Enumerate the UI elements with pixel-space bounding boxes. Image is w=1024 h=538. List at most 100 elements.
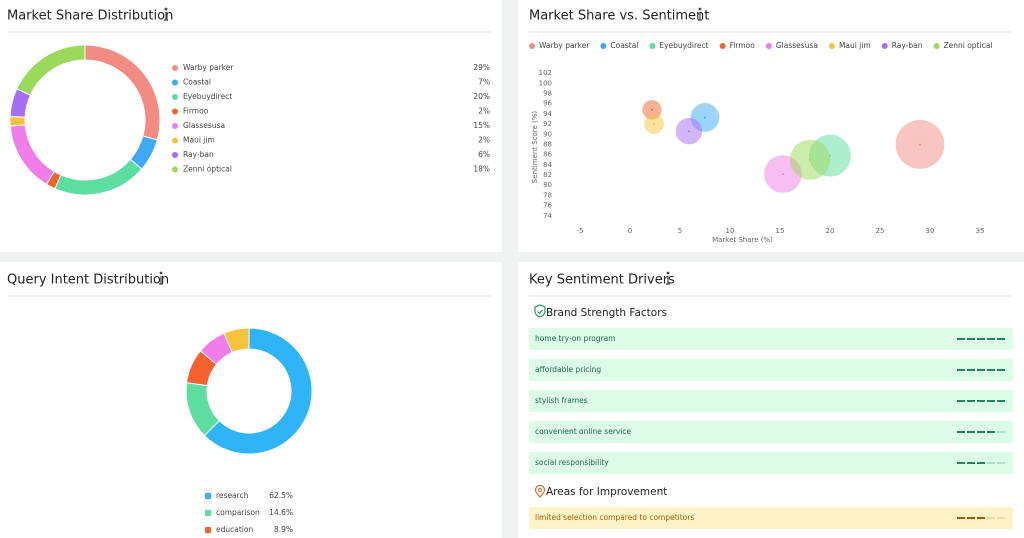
pin-icon [534, 484, 546, 498]
x-tick-label: -5 [577, 227, 584, 235]
legend-swatch [205, 510, 211, 516]
x-tick-label: 10 [726, 227, 735, 235]
y-tick-label: 98 [543, 89, 552, 97]
legend-label: Glassesusa [183, 121, 225, 130]
x-tick-label: 25 [876, 227, 885, 235]
y-tick-label: 92 [543, 120, 552, 128]
legend-label: Coastal [610, 41, 638, 50]
x-tick-label: 5 [678, 227, 682, 235]
y-tick-label: 100 [539, 79, 552, 87]
legend-swatch [205, 527, 211, 533]
y-tick-label: 82 [543, 171, 552, 179]
donut-segment [9, 115, 26, 127]
legend-label: Zenni optical [183, 165, 232, 174]
section-title: Brand Strength Factors [546, 307, 667, 319]
y-tick-label: 78 [543, 191, 552, 199]
bubble-center [653, 123, 655, 126]
legend-value: 18% [473, 165, 490, 174]
legend-swatch [172, 123, 178, 129]
y-tick-label: 90 [543, 130, 552, 138]
driver-row [529, 507, 1013, 529]
driver-label: social responsibility [535, 458, 609, 467]
section-title: Areas for Improvement [546, 486, 667, 498]
legend-swatch [172, 166, 178, 173]
y-tick-label: 96 [543, 100, 552, 108]
panel [0, 0, 502, 252]
y-tick-label: 94 [543, 110, 552, 118]
y-tick-label: 86 [543, 151, 552, 159]
legend-label: Eyebuydirect [183, 92, 232, 101]
donut-segment [223, 327, 250, 354]
y-tick-label: 102 [539, 69, 552, 77]
legend-swatch [881, 43, 888, 49]
legend-label: Firmoo [183, 107, 209, 116]
bubble-center [704, 116, 706, 119]
legend-label: research [216, 491, 249, 500]
legend-swatch [828, 43, 835, 49]
pin-icon [538, 488, 542, 492]
donut-segment [16, 44, 86, 96]
legend-label: Ray-ban [183, 150, 214, 159]
driver-row [529, 452, 1013, 474]
legend-swatch [205, 493, 211, 499]
donut-segment [203, 327, 313, 455]
legend-value: 8.9% [274, 525, 293, 534]
legend-label: Warby parker [539, 41, 590, 50]
y-tick-label: 76 [543, 202, 552, 210]
info-icons [159, 7, 702, 285]
bubble-center [782, 173, 784, 176]
x-axis-title: Market Share (%) [712, 236, 773, 244]
legend-label: Warby parker [183, 63, 234, 72]
driver-label: affordable pricing [535, 365, 601, 374]
driver-row [529, 359, 1013, 381]
driver-row [529, 390, 1013, 412]
panel-title: Market Share vs. Sentiment [529, 9, 709, 24]
legend-value: 14.6% [269, 508, 293, 517]
bubble-center [651, 108, 653, 111]
driver-label: stylish frames [535, 396, 588, 405]
x-tick-label: 30 [926, 227, 935, 235]
bubble-center [688, 130, 690, 133]
driver-label: convenient online service [535, 427, 632, 436]
legend-swatch [172, 65, 178, 71]
legend-label: Glassesusa [776, 41, 818, 50]
legend-label: Eyebuydirect [659, 41, 708, 50]
legend-swatch [600, 43, 607, 49]
panel-title: Market Share Distribution [7, 9, 173, 24]
legend-value: 15% [473, 121, 490, 130]
legend-label: comparison [216, 508, 260, 517]
legend-label: Ray-ban [892, 41, 923, 50]
legend-value: 6% [478, 150, 490, 159]
legend-swatch [172, 108, 178, 115]
legend-swatch [172, 152, 178, 158]
y-tick-label: 88 [543, 140, 552, 148]
legend-label: Zenni optical [943, 41, 992, 50]
driver-label: limited selection compared to competitor… [535, 513, 694, 522]
y-tick-label: 74 [543, 212, 552, 220]
y-tick-label: 80 [543, 181, 552, 189]
legend-value: 20% [473, 92, 490, 101]
legend-swatch [172, 79, 178, 86]
panel [518, 0, 1024, 252]
legend-label: Maui jim [183, 136, 215, 145]
legend-swatch [172, 94, 178, 100]
legend-value: 2% [478, 107, 490, 116]
legend-value: 2% [478, 136, 490, 145]
legend-swatch [172, 137, 178, 144]
y-tick-label: 84 [543, 161, 552, 169]
panel-title: Key Sentiment Drivers [529, 273, 675, 288]
legend-label: Firmoo [730, 41, 756, 50]
driver-row [529, 421, 1013, 443]
legend-value: 29% [473, 63, 490, 72]
legend-swatch [719, 43, 726, 49]
legend-swatch [649, 43, 656, 49]
legend-swatch [765, 43, 772, 49]
legend-label: education [216, 525, 253, 534]
driver-row [529, 328, 1013, 350]
legend-swatch [529, 43, 535, 49]
bubble-center [919, 143, 921, 146]
bubble-center [809, 158, 811, 161]
y-axis-title: Sentiment Score (%) [531, 111, 539, 184]
